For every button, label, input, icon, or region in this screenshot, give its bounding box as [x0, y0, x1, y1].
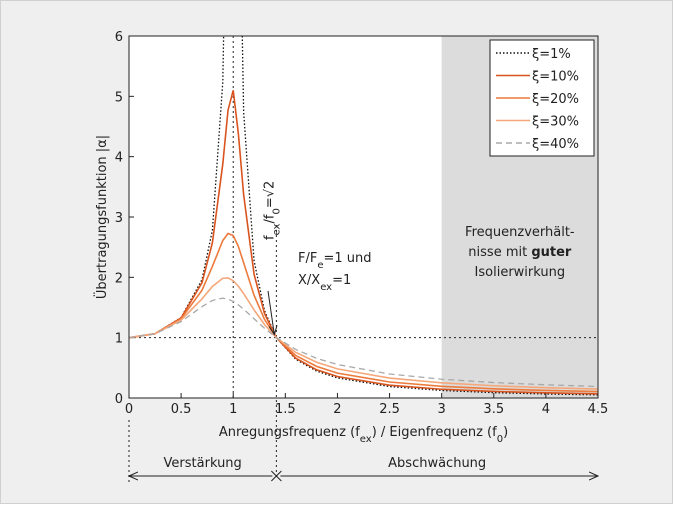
- point-label-part: F/F: [298, 251, 317, 266]
- y-tick-label: 1: [115, 332, 123, 347]
- point-label: X/Xex=1: [298, 273, 351, 293]
- region-label: Verstärkung: [164, 456, 242, 471]
- point-label-part: =1 und: [324, 251, 372, 266]
- curve: [129, 90, 598, 395]
- x-axis-label-part: ): [503, 425, 508, 440]
- x-axis-label-part: ) / Eigenfrequenz (f: [372, 425, 497, 440]
- curves: [129, 36, 598, 396]
- x-tick-label: 4.5: [588, 402, 609, 417]
- curve: [129, 36, 598, 396]
- point-label-part: X/X: [298, 273, 320, 288]
- ratio-label: fex/f0=√2: [262, 181, 282, 240]
- axes-frame: [128, 35, 599, 399]
- legend-label: ξ=40%: [532, 137, 579, 152]
- x-tick-label: 0.5: [171, 402, 192, 417]
- arrow: [267, 290, 274, 335]
- cross: [271, 470, 282, 482]
- ratio-label-part: /f: [262, 214, 277, 223]
- point-label-part: =1: [332, 273, 351, 288]
- x-tick-label: 3: [438, 402, 446, 417]
- ratio-label-part: =√2: [262, 181, 277, 208]
- region-text: nisse mit guter: [468, 245, 572, 260]
- x-tick-label: 0: [125, 402, 133, 417]
- point-label: F/Fe=1 und: [298, 251, 372, 271]
- y-tick-label: 2: [115, 271, 123, 286]
- x-tick-label: 3.5: [483, 402, 504, 417]
- ratio-label-part: f: [262, 235, 277, 240]
- region-text: Isolierwirkung: [475, 265, 566, 280]
- y-tick-label: 4: [115, 151, 123, 166]
- ratio-label-part: ex: [271, 223, 282, 235]
- y-axis-label: Übertragungsfunktion |α|: [93, 135, 110, 299]
- legend-label: ξ=10%: [532, 70, 579, 85]
- y-tick-label: 0: [115, 392, 123, 407]
- region-text-bold: guter: [531, 245, 572, 260]
- y-tick-label: 5: [115, 90, 123, 105]
- curve: [129, 297, 598, 388]
- x-tick-label: 4: [542, 402, 550, 417]
- region-label: Abschwächung: [388, 456, 486, 471]
- point-label-part: ex: [320, 282, 332, 293]
- region-text-part: nisse mit: [468, 245, 531, 260]
- y-tick-label: 3: [115, 211, 123, 226]
- x-tick-label: 1: [229, 402, 237, 417]
- ratio-label-part: 0: [271, 208, 282, 214]
- x-axis-label: Anregungsfrequenz (fex) / Eigenfrequenz …: [219, 425, 508, 445]
- curve: [129, 232, 598, 393]
- legend-label: ξ=20%: [532, 92, 579, 107]
- legend-label: ξ=1%: [532, 47, 571, 62]
- point-label-part: e: [317, 260, 323, 271]
- curve: [129, 277, 598, 390]
- region-text: Frequenzverhält-: [465, 225, 575, 240]
- y-tick-label: 6: [115, 30, 123, 45]
- x-axis-label-part: Anregungsfrequenz (f: [219, 425, 360, 440]
- x-tick-label: 1.5: [275, 402, 296, 417]
- x-tick-label: 2.5: [379, 402, 400, 417]
- x-axis-label-part: 0: [497, 434, 503, 445]
- x-tick-label: 2: [333, 402, 341, 417]
- legend-label: ξ=30%: [532, 115, 579, 130]
- x-axis-label-part: ex: [360, 434, 372, 445]
